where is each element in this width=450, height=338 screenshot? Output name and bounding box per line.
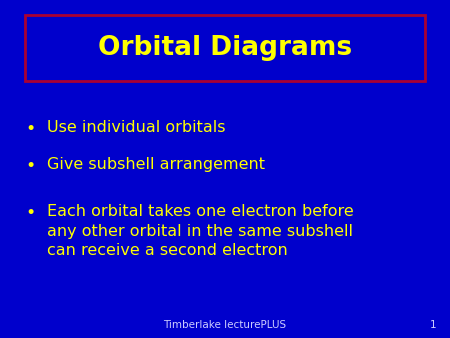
Text: •: •: [26, 204, 36, 222]
Text: Orbital Diagrams: Orbital Diagrams: [98, 35, 352, 61]
Text: 1: 1: [430, 319, 436, 330]
Text: •: •: [26, 157, 36, 175]
FancyBboxPatch shape: [25, 15, 425, 81]
Text: Timberlake lecturePLUS: Timberlake lecturePLUS: [163, 319, 287, 330]
Text: •: •: [26, 120, 36, 138]
Text: Each orbital takes one electron before
any other orbital in the same subshell
ca: Each orbital takes one electron before a…: [47, 204, 354, 258]
Text: Give subshell arrangement: Give subshell arrangement: [47, 157, 265, 172]
Text: Use individual orbitals: Use individual orbitals: [47, 120, 226, 135]
